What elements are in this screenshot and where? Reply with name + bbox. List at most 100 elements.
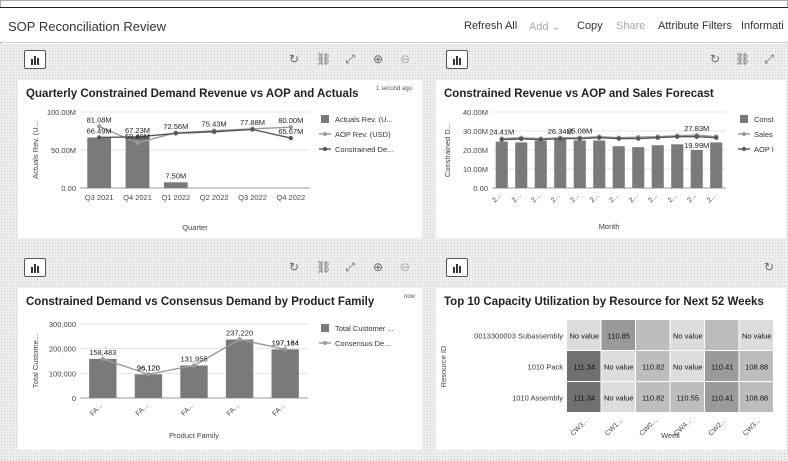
row-label: 0013300003 Subassembly [474, 332, 563, 341]
refresh-icon[interactable]: ↻ [288, 52, 300, 66]
add-menu-button[interactable]: Add ⌄ [529, 20, 561, 33]
link-icon[interactable]: ⛓ [316, 260, 332, 274]
x-tick-label: 2... [589, 192, 601, 204]
bar [573, 140, 586, 188]
heatmap-cell [705, 320, 739, 350]
header-toolbar: SOP Reconciliation Review Refresh All Ad… [0, 7, 788, 43]
heatmap-cell [705, 382, 739, 412]
x-tick-label: FA... [180, 402, 195, 417]
y-axis-title: Actuals Rev. (U... [31, 121, 40, 179]
bar-chart-icon[interactable] [24, 50, 46, 69]
data-label: 96,120 [137, 363, 160, 372]
cell-value: 111.34 [573, 394, 595, 403]
expand-icon[interactable]: ⤢ [345, 260, 355, 274]
data-label: 80.00M [278, 116, 303, 125]
line-point [135, 140, 140, 145]
data-label: 59.49M [125, 132, 150, 141]
heatmap-cell [705, 351, 739, 381]
bar [554, 138, 567, 188]
x-tick-label: 2... [628, 192, 640, 204]
legend-swatch [321, 324, 329, 332]
y-tick-label: 100.00M [47, 108, 76, 117]
x-tick-label: Q4 2022 [276, 193, 305, 202]
line-point [597, 135, 602, 140]
x-tick-label: 2... [511, 192, 523, 204]
line-point [96, 135, 102, 140]
heatmap-cell [636, 320, 670, 350]
expand-icon[interactable]: ⤢ [764, 52, 774, 66]
bar [632, 147, 645, 188]
chart-tile-monthly: Constrained Revenue vs AOP and Sales For… [436, 80, 786, 238]
x-axis-title: Month [599, 222, 620, 231]
share-button[interactable]: Share [616, 20, 646, 32]
heatmap-cell [739, 351, 773, 381]
expand-icon[interactable]: ⤢ [345, 52, 355, 66]
zoom-out-icon[interactable]: ⊖ [399, 260, 411, 274]
line-point [694, 134, 699, 139]
line-point [519, 136, 524, 142]
bar-chart-icon[interactable] [446, 258, 468, 277]
attribute-filters-button[interactable]: Attribute Filters [658, 20, 732, 32]
line-point [250, 127, 255, 132]
heatmap-cell [567, 382, 601, 412]
x-tick-label: 2... [686, 192, 698, 204]
refresh-all-button[interactable]: Refresh All [464, 20, 518, 32]
legend-label: Actuals Rev. (U... [335, 115, 393, 124]
refresh-icon[interactable]: ↻ [288, 260, 300, 274]
legend-label: Total Customer ... [335, 324, 394, 333]
zoom-in-icon[interactable]: ⊕ [372, 260, 384, 274]
legend-swatch [323, 341, 327, 345]
chart-tile-quarterly: Quarterly Constrained Demand Revenue vs … [18, 80, 422, 238]
data-label: 25.08M [567, 127, 592, 136]
cell-value: 110.41 [711, 394, 733, 403]
x-tick-label: 2... [706, 192, 718, 204]
copy-button[interactable]: Copy [577, 20, 603, 32]
bar [651, 145, 664, 188]
information-button[interactable]: Informati [741, 20, 784, 32]
refresh-timestamp: now [404, 294, 416, 300]
link-icon[interactable]: ⛓ [316, 52, 332, 66]
refresh-icon[interactable]: ↻ [763, 260, 775, 274]
cell-value: No value [569, 332, 599, 341]
cell-value: 110.41 [711, 363, 733, 372]
y-tick-label: 10.00M [463, 165, 488, 174]
series-line [501, 134, 717, 140]
x-tick-label: 2... [550, 192, 562, 204]
line-point [100, 356, 106, 362]
bar [180, 365, 208, 398]
legend-label: AOP I [754, 145, 774, 154]
line-point [135, 134, 140, 140]
capacity-heatmap: 0013300003 Subassembly No value 110.85 No v… [439, 320, 773, 440]
y-tick-label: 100,000 [49, 369, 76, 378]
y-axis-title: Constrained D... [443, 123, 452, 177]
zoom-in-icon[interactable]: ⊕ [372, 52, 384, 66]
bar-chart-icon[interactable] [446, 50, 468, 69]
x-axis-title: Quarter [182, 223, 208, 232]
line-point [655, 135, 660, 140]
bar [593, 140, 606, 188]
page-title: SOP Reconciliation Review [8, 19, 166, 34]
link-icon[interactable]: ⛓ [735, 52, 751, 66]
data-label: 19.99M [684, 141, 709, 150]
heatmap-cell [601, 320, 635, 350]
heatmap-cell [567, 320, 601, 350]
x-tick-label: FA... [89, 402, 104, 417]
bar-chart-icon[interactable] [24, 258, 46, 277]
data-label: 237,220 [226, 328, 253, 337]
heatmap-cell [670, 351, 704, 381]
heatmap-cell [601, 382, 635, 412]
data-label: 75.43M [202, 120, 227, 129]
y-axis-title: Resource ID [439, 345, 448, 387]
series-line [501, 136, 717, 141]
zoom-out-icon[interactable]: ⊖ [399, 52, 411, 66]
refresh-timestamp: 1 second ago [376, 86, 413, 92]
refresh-icon[interactable]: ↻ [709, 52, 721, 66]
data-label: 77.88M [240, 118, 265, 127]
cell-value: 110.85 [608, 332, 630, 341]
line-point [288, 125, 294, 130]
bar [87, 137, 112, 188]
line-point [499, 137, 504, 142]
cell-value: No value [742, 332, 772, 341]
y-tick-label: 0.00 [473, 184, 488, 193]
x-tick-label: CW0... [639, 417, 659, 437]
